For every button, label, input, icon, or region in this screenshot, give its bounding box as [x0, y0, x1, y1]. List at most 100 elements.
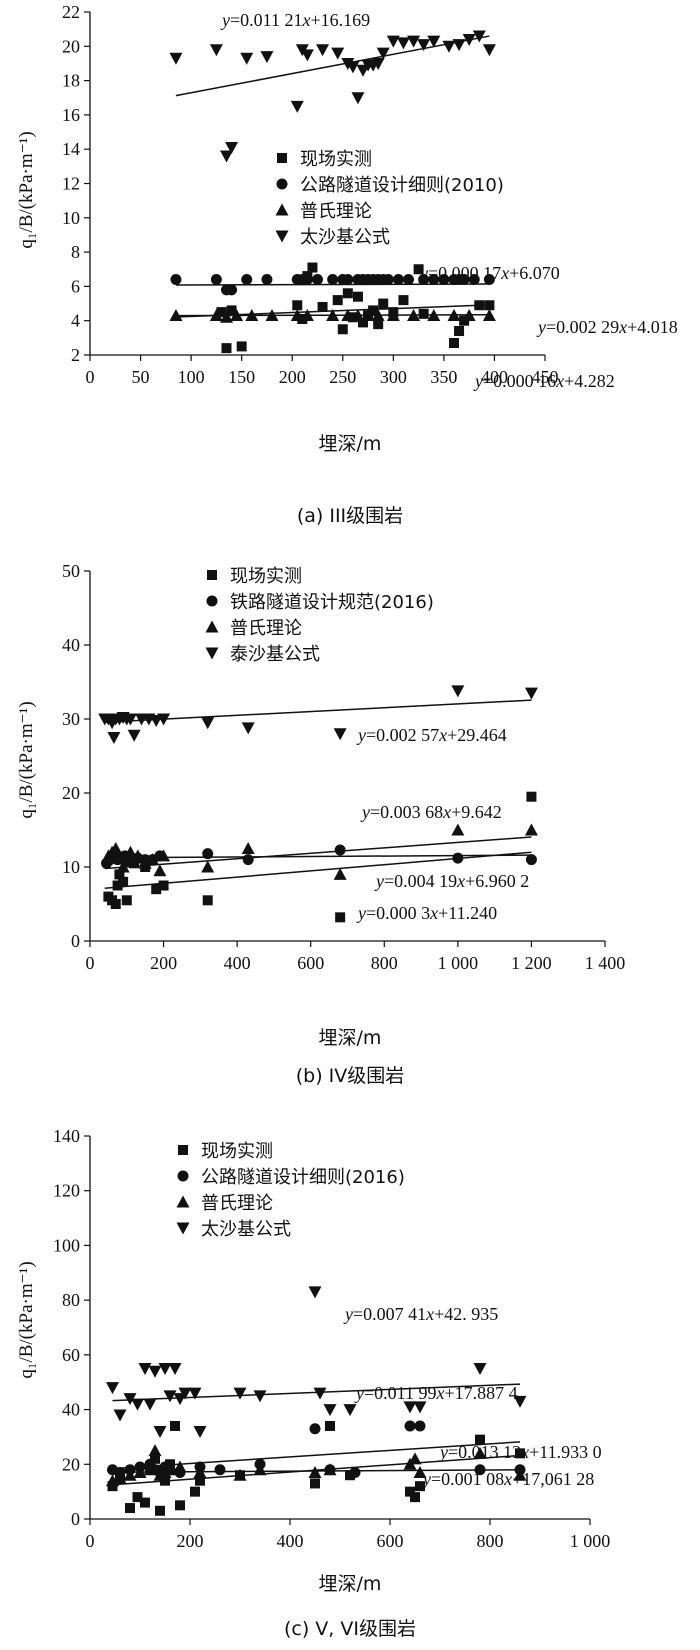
fit-equation-label: y=0.000 3x+11.240 — [356, 903, 497, 923]
x-tick-label: 1 200 — [511, 953, 552, 973]
chart-1: 2 4 6 8 10 12 14 16 18 20 22 0 50 100 150 200 250 300 350 4… — [16, 2, 678, 527]
x-tick-label: 1 400 — [585, 953, 626, 973]
data-point — [403, 274, 414, 286]
y-axis-title: q₁/B/(kPa·m⁻¹) — [16, 701, 37, 818]
chart-caption: (a) III级围岩 — [297, 505, 403, 527]
data-point — [316, 44, 330, 57]
data-point — [413, 1465, 427, 1478]
y-tick-label: 140 — [53, 1126, 80, 1146]
data-point — [220, 150, 233, 163]
data-point — [473, 1446, 487, 1459]
data-point — [351, 92, 365, 105]
data-point — [153, 864, 167, 877]
data-point — [483, 274, 495, 286]
data-point — [525, 854, 537, 866]
data-point — [413, 1401, 427, 1414]
fit-line — [175, 35, 490, 97]
x-tick-label: 1 000 — [570, 1531, 611, 1551]
data-point — [308, 1286, 322, 1299]
legend-marker — [177, 1170, 189, 1182]
y-tick-label: 0 — [71, 931, 80, 951]
fit-line — [104, 699, 532, 723]
data-point — [195, 1475, 205, 1486]
y-tick-label: 80 — [62, 1290, 80, 1310]
data-point — [513, 1395, 527, 1408]
data-point — [169, 52, 183, 65]
data-point — [438, 274, 450, 286]
data-point — [392, 274, 404, 286]
series-3 — [106, 1444, 527, 1487]
fit-equation-label: y=0.011 21x+16.169 — [220, 10, 370, 30]
data-point — [327, 274, 339, 286]
x-tick-label: 50 — [132, 367, 150, 387]
data-point — [301, 274, 313, 286]
data-point — [415, 1481, 425, 1492]
data-point — [220, 310, 233, 323]
data-point — [300, 49, 314, 62]
series-4 — [98, 685, 538, 744]
data-point — [349, 1466, 361, 1478]
data-point — [325, 1420, 335, 1431]
data-point — [209, 44, 223, 57]
data-point — [131, 849, 145, 862]
data-point — [418, 308, 429, 319]
x-tick-label: 600 — [377, 1531, 404, 1551]
data-point — [472, 30, 486, 43]
legend-entry: 泰沙基公式 — [230, 644, 320, 665]
data-point — [151, 884, 162, 895]
data-point — [168, 1363, 182, 1376]
legend-marker — [206, 595, 218, 607]
data-point — [524, 687, 538, 700]
fit-line — [112, 1383, 521, 1402]
y-tick-label: 4 — [71, 311, 80, 331]
y-tick-label: 10 — [62, 857, 80, 877]
fit-line — [112, 1454, 521, 1486]
data-point — [163, 1390, 177, 1403]
fit-equation-label: y=0.002 57x+29.464 — [356, 725, 507, 745]
y-tick-label: 20 — [62, 783, 80, 803]
data-point — [170, 274, 182, 286]
y-tick-label: 60 — [62, 1345, 80, 1365]
data-point — [253, 1463, 267, 1476]
data-point — [261, 274, 273, 286]
chart-3: 0 20 40 60 80 100 120 140 0 200 400 600 800 1 000 y=0.… — [16, 1126, 610, 1640]
legend-entry: 普氏理论 — [201, 1193, 273, 1214]
data-point — [121, 895, 132, 906]
x-tick-label: 800 — [477, 1531, 504, 1551]
data-point — [143, 1398, 157, 1411]
data-point — [175, 1500, 185, 1511]
data-point — [210, 274, 222, 286]
data-point — [118, 876, 129, 887]
data-point — [378, 298, 389, 309]
data-point — [131, 1398, 144, 1411]
data-point — [342, 274, 354, 286]
data-point — [346, 61, 360, 74]
x-axis-title: 埋深/m — [319, 1027, 382, 1049]
data-point — [112, 880, 123, 891]
legend-entry: 普氏理论 — [230, 618, 302, 639]
data-point — [113, 1471, 127, 1484]
legend-entry: 公路隧道设计细则(2010) — [300, 175, 504, 196]
data-point — [150, 1453, 160, 1464]
data-point — [242, 854, 254, 866]
data-point — [342, 288, 353, 299]
data-point — [473, 1363, 487, 1376]
x-tick-label: 800 — [371, 953, 398, 973]
data-point — [343, 1404, 357, 1417]
y-tick-label: 10 — [62, 208, 80, 228]
x-tick-label: 0 — [86, 953, 95, 973]
data-point — [155, 1505, 165, 1516]
data-point — [331, 47, 345, 60]
data-point — [398, 295, 409, 306]
data-point — [333, 867, 347, 880]
y-tick-label: 50 — [62, 561, 80, 581]
fit-line — [112, 1469, 521, 1473]
data-point — [253, 1390, 267, 1403]
fit-line — [175, 283, 490, 286]
data-point — [317, 301, 328, 312]
y-tick-label: 0 — [71, 1509, 80, 1529]
x-tick-label: 1 000 — [438, 953, 479, 973]
data-point — [428, 274, 440, 286]
x-tick-label: 200 — [177, 1531, 204, 1551]
